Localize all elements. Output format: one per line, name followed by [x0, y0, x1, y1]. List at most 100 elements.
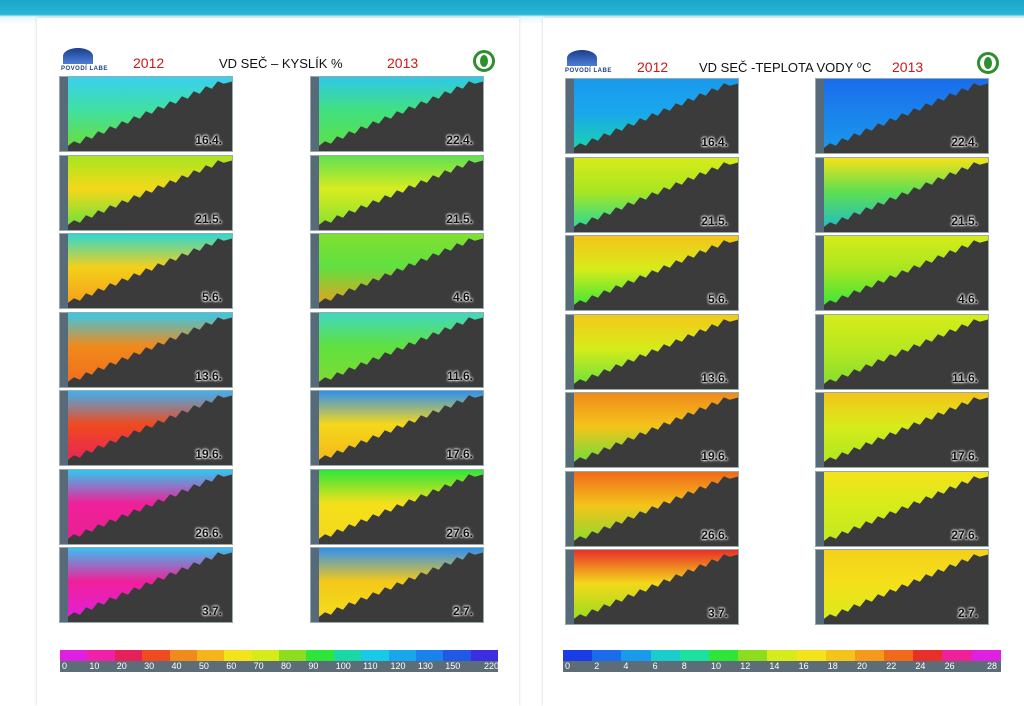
colorbar-segment — [738, 650, 768, 663]
colorbar-tick-label: 30 — [144, 661, 155, 671]
colorbar-tick-label: 0 — [565, 661, 571, 671]
riverbed-shape — [824, 162, 988, 232]
colorbar-tick-label: 110 — [363, 661, 378, 671]
leaf-icon — [480, 55, 488, 67]
riverbed-shape — [574, 162, 738, 232]
depth-axis — [60, 391, 68, 465]
colorbar-tick-label: 10 — [89, 661, 100, 671]
heatmap-tile: 16.4. — [565, 78, 739, 154]
depth-axis — [566, 315, 574, 389]
colorbar-segment — [913, 650, 943, 663]
colorbar-tick-label: 0 — [62, 661, 68, 671]
riverbed-shape — [574, 319, 738, 389]
date-label: 2.7. — [452, 604, 473, 618]
heatmap-tile: 21.5. — [59, 155, 233, 231]
colorbar-segment — [854, 650, 885, 663]
riverbed-mask — [574, 240, 738, 310]
date-label: 17.6. — [446, 447, 473, 461]
heatmap-tile: 17.6. — [310, 390, 484, 466]
depth-axis — [311, 548, 319, 622]
riverbed-shape — [68, 160, 232, 230]
colorbar-segment — [796, 650, 826, 663]
riverbed-mask — [574, 554, 738, 624]
riverbed-shape — [68, 238, 232, 308]
date-label: 27.6. — [446, 526, 473, 540]
colorbar-label-strip — [60, 661, 498, 672]
colorbar-tick-label: 220 — [484, 661, 500, 671]
heatmap-tile: 19.6. — [59, 390, 233, 466]
riverbed-shape — [824, 397, 988, 467]
date-label: 11.6. — [446, 369, 473, 383]
depth-axis — [311, 77, 319, 151]
riverbed-mask — [824, 476, 988, 546]
heatmap-tile: 22.4. — [815, 78, 989, 154]
colorbar-segment — [388, 650, 416, 663]
riverbed-shape — [824, 240, 988, 310]
colorbar-segment — [443, 650, 471, 663]
colorbar-segment — [196, 650, 225, 663]
riverbed-shape — [824, 476, 988, 546]
date-label: 3.7. — [201, 604, 222, 618]
date-label: 13.6. — [195, 369, 222, 383]
heatmap-tile: 26.6. — [59, 469, 233, 545]
povodi-logo-text: POVODÍ LABE — [61, 66, 108, 72]
depth-axis — [311, 156, 319, 230]
heatmap-tile: 2.7. — [310, 547, 484, 623]
heatmap-tile: 2.7. — [815, 549, 989, 625]
colorbar-tick-label: 26 — [944, 661, 955, 671]
colorbar-tick-label: 50 — [198, 661, 209, 671]
depth-axis — [566, 472, 574, 546]
colorbar-segment — [279, 650, 307, 663]
colorbar-tick-label: 18 — [827, 661, 838, 671]
colorbar-tick-label: 80 — [281, 661, 292, 671]
heatmap-tile: 27.6. — [310, 469, 484, 545]
colorbar-segment — [361, 650, 389, 663]
colorbar-tick-label: 70 — [253, 661, 264, 671]
colorbar-segment — [306, 650, 334, 663]
heatmap-tile: 16.4. — [59, 76, 233, 152]
riverbed-shape — [68, 474, 232, 544]
riverbed-mask — [319, 81, 483, 151]
colorbar-segment — [224, 650, 252, 663]
depth-axis — [816, 236, 824, 310]
riverbed-mask — [574, 397, 738, 467]
heatmap-tile: 4.6. — [310, 233, 484, 309]
depth-axis — [311, 313, 319, 387]
depth-axis — [816, 393, 824, 467]
heatmap-tile: 5.6. — [565, 235, 739, 311]
date-label: 19.6. — [701, 449, 728, 463]
depth-axis — [311, 234, 319, 308]
riverbed-shape — [574, 554, 738, 624]
riverbed-shape — [319, 395, 483, 465]
depth-axis — [816, 472, 824, 546]
riverbed-mask — [824, 83, 988, 153]
heatmap-tile: 3.7. — [565, 549, 739, 625]
depth-axis — [60, 313, 68, 387]
date-label: 21.5. — [951, 214, 978, 228]
colorbar-segment — [333, 650, 362, 663]
riverbed-mask — [319, 474, 483, 544]
heatmap-tile: 13.6. — [59, 312, 233, 388]
colorbar-tick-label: 20 — [116, 661, 127, 671]
colorbar-segment — [825, 650, 855, 663]
riverbed-mask — [574, 162, 738, 232]
colorbar-segment — [650, 650, 680, 663]
colorbar-tick-label: 24 — [915, 661, 926, 671]
riverbed-shape — [824, 554, 988, 624]
panel-title: VD SEČ -TEPLOTA VODY ⁰C — [699, 60, 872, 75]
date-label: 17.6. — [951, 449, 978, 463]
riverbed-shape — [824, 319, 988, 389]
date-label: 5.6. — [201, 290, 222, 304]
depth-axis — [60, 470, 68, 544]
riverbed-mask — [574, 476, 738, 546]
riverbed-shape — [68, 81, 232, 151]
colorbar-segment — [470, 650, 498, 663]
riverbed-shape — [319, 474, 483, 544]
riverbed-shape — [824, 83, 988, 153]
colorbar-segment — [251, 650, 279, 663]
heatmap-tile: 17.6. — [815, 392, 989, 468]
date-label: 3.7. — [707, 606, 728, 620]
date-label: 26.6. — [195, 526, 222, 540]
riverbed-shape — [319, 81, 483, 151]
riverbed-mask — [68, 395, 232, 465]
